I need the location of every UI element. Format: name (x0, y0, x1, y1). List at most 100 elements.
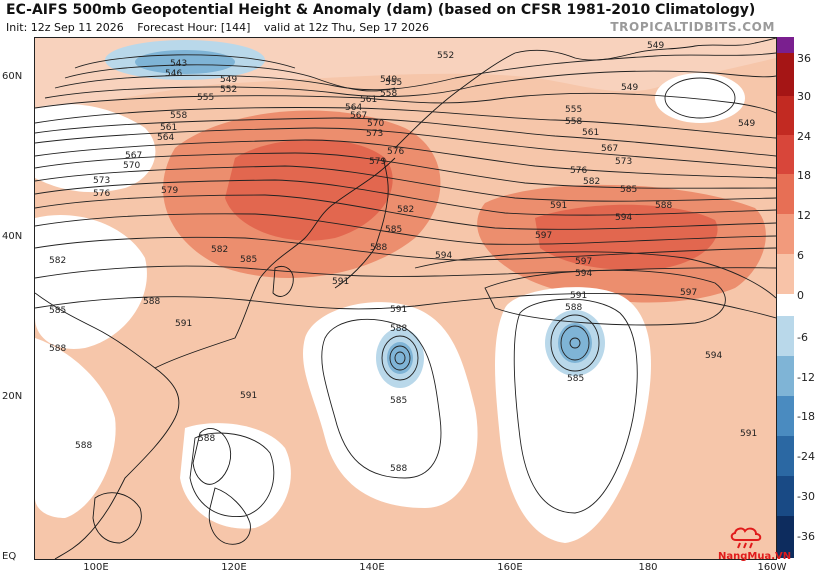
contour-label: 543 (170, 59, 187, 69)
contour-label: 588 (390, 324, 407, 334)
nangmua-logo: NangMua.VN (718, 524, 791, 564)
contour-label: 588 (390, 464, 407, 474)
contour-591-east (513, 298, 638, 514)
neutral-zone-indochina (35, 338, 116, 518)
colorbar-segment (777, 316, 794, 356)
contour-label: 558 (380, 89, 397, 99)
contour-label: 588 (75, 441, 92, 451)
colorbar-segment (777, 356, 794, 396)
anomaly-low-west-core (387, 342, 413, 374)
contour-585 (35, 236, 776, 261)
contour-label: 549 (738, 119, 755, 129)
contour-label: 588 (198, 434, 215, 444)
colorbar-label: 30 (797, 90, 811, 103)
coastlines (35, 38, 776, 559)
contour-label: 588 (49, 344, 66, 354)
contour-label: 570 (367, 119, 384, 129)
contour-label: 576 (93, 189, 110, 199)
colorbar-segment (777, 516, 794, 558)
anomaly-trough-north-core (135, 50, 235, 74)
contour-label: 585 (385, 225, 402, 235)
valid-time: valid at 12z Thu, Sep 17 2026 (263, 21, 429, 34)
coast-borneo (92, 492, 142, 544)
colorbar-segment (777, 436, 794, 476)
contour-549-aleutian (664, 77, 736, 119)
contour-label: 582 (397, 205, 414, 215)
contour-label: 594 (705, 351, 722, 361)
contour-label: 591 (390, 305, 407, 315)
coast-korea (272, 265, 294, 297)
contour-573 (35, 165, 776, 202)
contour-label: 561 (160, 123, 177, 133)
contour-588-west-low (381, 335, 419, 381)
contour-label: 591 (570, 291, 587, 301)
contour-label: 591 (175, 319, 192, 329)
contour-label: 546 (165, 69, 182, 79)
contour-597 (484, 269, 726, 326)
contour-label: 576 (387, 147, 404, 157)
logo-text: NangMua.VN (718, 551, 792, 562)
contour-label: 549 (380, 75, 397, 85)
contour-588 (35, 265, 776, 279)
colorbar-segment (777, 135, 794, 174)
contour-label: 549 (621, 83, 638, 93)
lat-label-60n: 60N (2, 71, 23, 82)
contour-label: 582 (583, 177, 600, 187)
neutral-zone-northwest (35, 104, 156, 193)
colorbar-segment (777, 96, 794, 135)
contour-label: 594 (435, 251, 452, 261)
contour-label: 549 (220, 75, 237, 85)
contour-label: 570 (123, 161, 140, 171)
contour-label: 594 (615, 213, 632, 223)
colorbar-label: 24 (797, 130, 811, 143)
colorbar-label: 0 (797, 289, 804, 302)
contour-570 (35, 152, 776, 189)
coast-kuril (394, 52, 516, 149)
lon-label-180: 180 (638, 562, 658, 573)
lon-label-140e: 140E (359, 562, 385, 573)
brand-watermark: TROPICALTIDBITS.COM (610, 20, 775, 34)
contour-label: 561 (360, 95, 377, 105)
coast-japan (334, 157, 389, 289)
lon-label-160e: 160E (497, 562, 523, 573)
cloud-rain-icon (730, 527, 762, 549)
colorbar-segment (777, 254, 794, 294)
contour-579 (35, 194, 776, 230)
contour-567 (35, 139, 776, 179)
contour-label: 588 (143, 297, 160, 307)
map-subtitle: Init: 12z Sep 11 2026 Forecast Hour: [14… (6, 21, 439, 34)
colorbar-segment (777, 53, 794, 96)
colorbar-label: -6 (797, 331, 808, 344)
contour-label: 597 (575, 257, 592, 267)
colorbar-label: -12 (797, 371, 815, 384)
colorbar (777, 37, 794, 558)
contour-label: 567 (601, 144, 618, 154)
colorbar-label: -30 (797, 490, 815, 503)
anomaly-low-east-core (558, 323, 592, 363)
contour-555 (35, 92, 776, 114)
contour-label: 597 (535, 231, 552, 241)
contour-label-group: 543 546 549 552 555 558 561 564 567 570 … (49, 41, 757, 474)
lon-label-160w: 160W (757, 562, 787, 573)
coast-china (154, 157, 396, 369)
contour-label: 582 (49, 256, 66, 266)
colorbar-label: -18 (797, 410, 815, 423)
contour-label: 552 (220, 85, 237, 95)
neutral-zone-china (35, 214, 147, 349)
contour-label: 573 (93, 176, 110, 186)
forecast-hour: Forecast Hour: [144] (137, 21, 251, 34)
contour-576 (35, 179, 776, 216)
contour-label: 582 (211, 245, 228, 255)
contour-564 (35, 127, 776, 169)
colorbar-label: 12 (797, 209, 811, 222)
colorbar-segment (777, 396, 794, 436)
contour-label: 564 (345, 103, 362, 113)
lon-label-120e: 120E (221, 562, 247, 573)
coast-mainland (35, 292, 180, 559)
contour-label: 561 (582, 128, 599, 138)
contour-label: 585 (49, 306, 66, 316)
colorbar-segment (777, 476, 794, 516)
contour-582-east-low (569, 337, 581, 349)
contour-582 (35, 213, 776, 245)
colorbar-label: -24 (797, 450, 815, 463)
